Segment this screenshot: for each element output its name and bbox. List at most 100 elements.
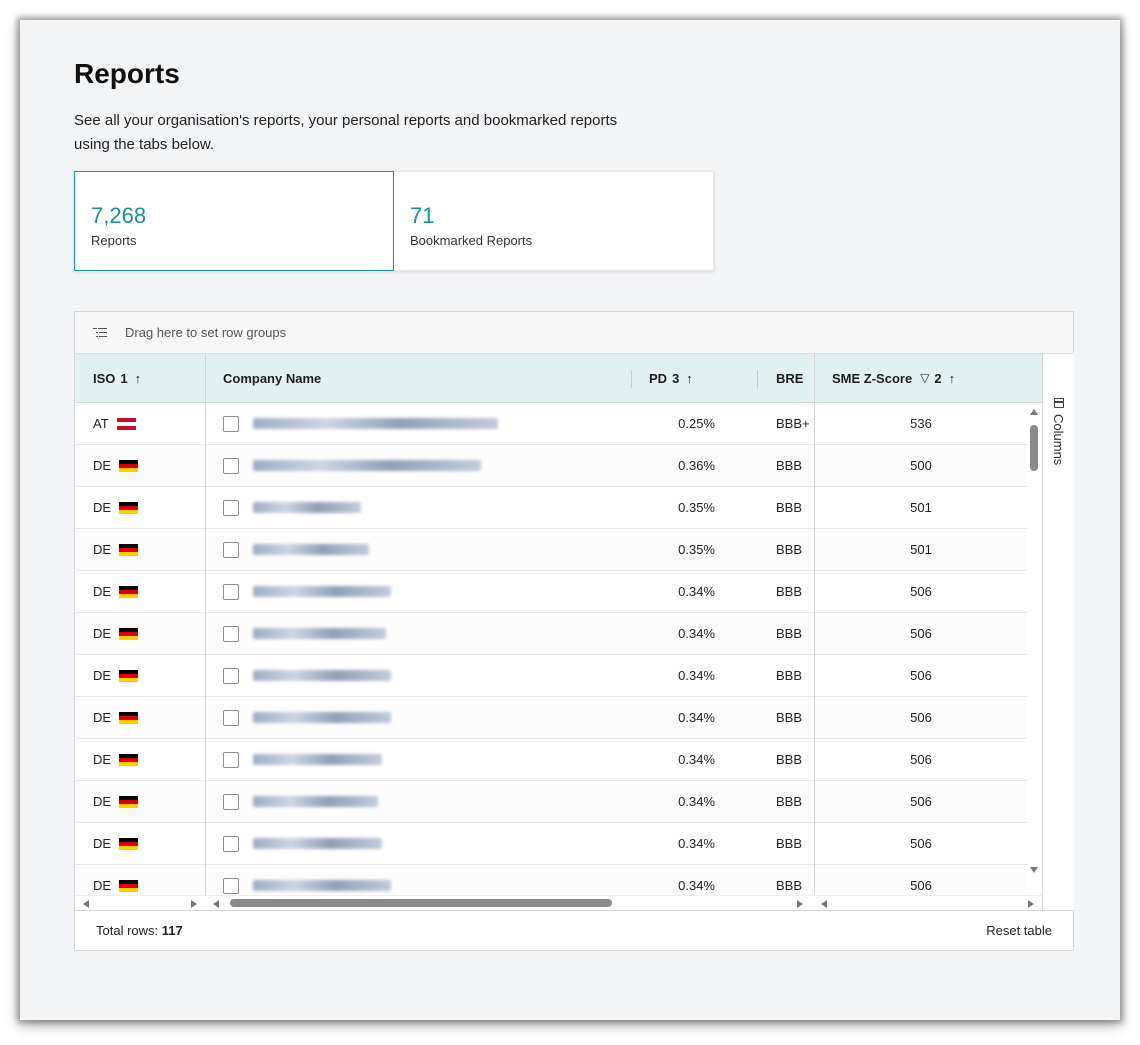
bre-cell: BBB [776,794,803,809]
table-row[interactable]: DE 0.34% BBB 506 [75,781,1027,823]
table-row[interactable]: DE 0.34% BBB 506 [75,865,1027,895]
pd-cell: 0.34% [678,710,715,725]
row-checkbox[interactable] [223,499,239,516]
horizontal-scroll-thumb[interactable] [230,899,612,907]
scroll-up-icon[interactable] [1030,409,1038,415]
z-score-cell: 506 [910,752,932,767]
company-name-redacted [253,418,498,429]
row-checkbox[interactable] [223,877,239,894]
table-row[interactable]: DE 0.35% BBB 501 [75,529,1027,571]
flag-de-icon [119,459,139,472]
row-checkbox[interactable] [223,751,239,768]
row-group-drop-zone[interactable]: Drag here to set row groups [75,312,1073,354]
row-checkbox[interactable] [223,415,239,432]
table-row[interactable]: DE 0.34% BBB 506 [75,739,1027,781]
table-row[interactable]: DE 0.36% BBB 500 [75,445,1027,487]
iso-code: DE [93,668,112,683]
company-name-cell[interactable] [253,781,633,822]
scroll-left-icon[interactable] [83,900,89,908]
total-rows: Total rows: 117 [96,923,183,938]
pd-cell: 0.34% [678,878,715,893]
iso-cell: DE [93,571,139,612]
row-group-icon [93,327,107,339]
flag-de-icon [119,627,139,640]
reset-table-button[interactable]: Reset table [986,923,1052,938]
table-row[interactable]: DE 0.34% BBB 506 [75,697,1027,739]
header-iso[interactable]: ISO 1 ↑ [93,354,141,402]
row-checkbox[interactable] [223,541,239,558]
vertical-scroll-thumb[interactable] [1030,425,1038,471]
tab-reports[interactable]: 7,268 Reports [74,171,394,271]
row-select-cell [223,823,239,864]
row-select-cell [223,865,239,895]
app-window: Reports See all your organisation's repo… [20,20,1120,1020]
row-checkbox[interactable] [223,625,239,642]
filter-icon[interactable]: ▽ [920,371,930,385]
pd-cell: 0.25% [678,416,715,431]
scroll-right-icon[interactable] [191,900,197,908]
table-row[interactable]: DE 0.35% BBB 501 [75,487,1027,529]
pd-cell: 0.34% [678,836,715,851]
iso-code: DE [93,836,112,851]
company-name-cell[interactable] [253,823,633,864]
bre-cell: BBB [776,458,803,473]
bre-cell: BBB [776,500,803,515]
z-score-cell: 536 [910,416,932,431]
header-pd[interactable]: PD 3 ↑ [649,354,693,402]
row-checkbox[interactable] [223,667,239,684]
table-row[interactable]: AT 0.25% BBB+ 536 [75,403,1027,445]
company-name-cell[interactable] [253,655,633,696]
horizontal-scrollbar[interactable] [75,895,1042,910]
iso-cell: DE [93,613,139,654]
tab-bookmarked-reports[interactable]: 71 Bookmarked Reports [394,171,714,271]
company-name-cell[interactable] [253,529,633,570]
iso-code: DE [93,542,112,557]
row-checkbox[interactable] [223,793,239,810]
columns-panel-button[interactable]: Columns [1051,398,1066,465]
iso-code: DE [93,794,112,809]
header-bre-label: BRE [776,370,804,386]
company-name-cell[interactable] [253,739,633,780]
pd-cell: 0.35% [678,542,715,557]
column-separator[interactable] [757,370,758,388]
table-row[interactable]: DE 0.34% BBB 506 [75,571,1027,613]
scroll-down-icon[interactable] [1030,867,1038,873]
row-checkbox[interactable] [223,835,239,852]
company-name-cell[interactable] [253,571,633,612]
header-company-name[interactable]: Company Name [223,354,321,402]
company-name-cell[interactable] [253,865,633,895]
scroll-left-icon[interactable] [213,900,219,908]
company-name-redacted [253,880,391,891]
vertical-scrollbar[interactable] [1027,403,1042,895]
scroll-right-icon[interactable] [1028,900,1034,908]
iso-code: DE [93,752,112,767]
company-name-cell[interactable] [253,487,633,528]
row-select-cell [223,613,239,654]
row-select-cell [223,781,239,822]
iso-cell: DE [93,697,139,738]
column-separator[interactable] [631,370,632,388]
scroll-left-icon[interactable] [821,900,827,908]
table-row[interactable]: DE 0.34% BBB 506 [75,655,1027,697]
header-bre[interactable]: BRE [776,354,803,402]
table-row[interactable]: DE 0.34% BBB 506 [75,613,1027,655]
table-row[interactable]: DE 0.34% BBB 506 [75,823,1027,865]
company-name-cell[interactable] [253,445,633,486]
bre-cell: BBB [776,836,803,851]
company-name-cell[interactable] [253,697,633,738]
grid-status-bar: Total rows: 117 Reset table [75,910,1073,950]
row-checkbox[interactable] [223,457,239,474]
iso-code: DE [93,878,112,893]
company-name-cell[interactable] [253,613,633,654]
row-checkbox[interactable] [223,583,239,600]
header-pd-sort-index: 3 [672,370,680,386]
company-name-cell[interactable] [253,403,633,444]
iso-cell: DE [93,823,139,864]
iso-cell: DE [93,529,139,570]
z-score-cell: 506 [910,626,932,641]
scroll-right-icon[interactable] [797,900,803,908]
row-checkbox[interactable] [223,709,239,726]
iso-cell: DE [93,487,139,528]
header-sme-z-score[interactable]: SME Z-Score ▽ 2 ↑ [832,354,955,402]
z-score-cell: 506 [910,584,932,599]
